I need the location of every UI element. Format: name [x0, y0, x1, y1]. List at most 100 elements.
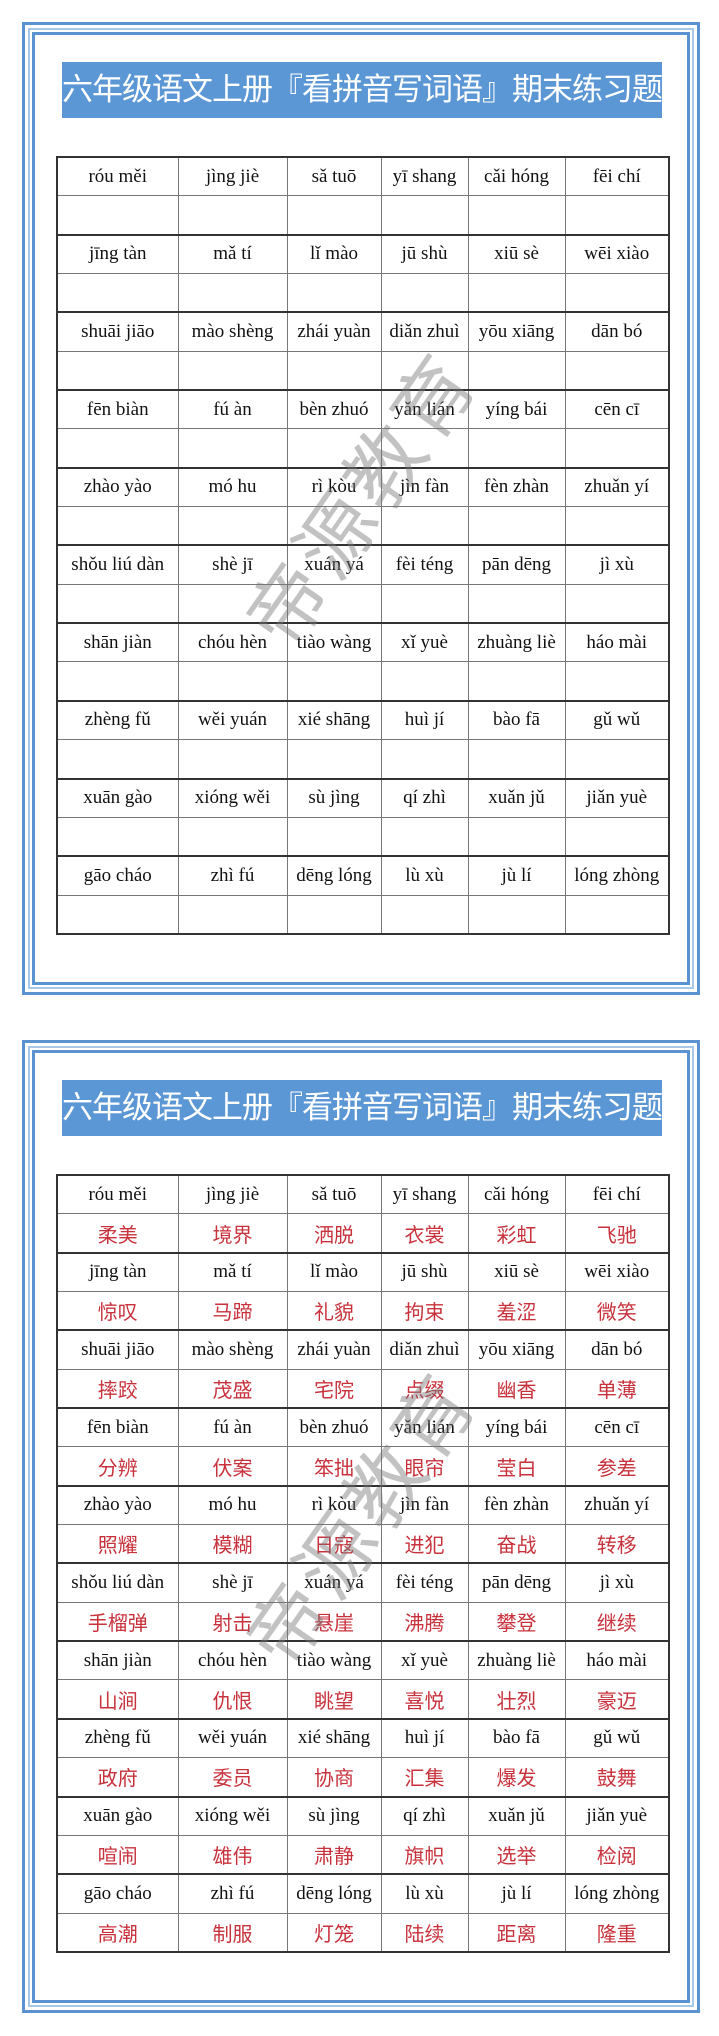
answer-row: 政府 委员 协商 汇集 爆发 鼓舞	[56, 1757, 670, 1797]
blank-answer-cell[interactable]	[286, 428, 382, 469]
pinyin-cell: háo mài	[564, 622, 670, 663]
blank-answer-cell[interactable]	[380, 506, 469, 546]
blank-answer-cell[interactable]	[467, 894, 566, 935]
blank-answer-cell[interactable]	[380, 739, 469, 779]
pinyin-cell: qí zhì	[380, 1795, 469, 1836]
blank-answer-cell[interactable]	[286, 661, 382, 702]
blank-answer-cell[interactable]	[56, 428, 179, 469]
blank-answer-cell[interactable]	[564, 195, 670, 236]
blank-answer-cell[interactable]	[56, 195, 179, 236]
blank-answer-cell[interactable]	[564, 894, 670, 935]
blank-answer-cell[interactable]	[177, 816, 288, 857]
blank-answer-cell[interactable]	[380, 350, 469, 391]
blank-answer-cell[interactable]	[286, 506, 382, 546]
pinyin-cell: dēng lóng	[286, 855, 382, 896]
answer-cell: 壮烈	[467, 1679, 566, 1720]
blank-answer-cell[interactable]	[56, 894, 179, 935]
blank-answer-cell[interactable]	[380, 583, 469, 624]
blank-answer-cell[interactable]	[380, 894, 469, 935]
answer-cell: 摔跤	[56, 1368, 179, 1409]
blank-answer-cell[interactable]	[380, 273, 469, 313]
blank-answer-cell[interactable]	[177, 428, 288, 469]
blank-answer-cell[interactable]	[286, 739, 382, 779]
pinyin-row: fēn biàn fú àn bèn zhuó yǎn lián yíng bái cēn…	[56, 389, 670, 430]
pinyin-cell: pān dēng	[467, 1562, 566, 1603]
blank-answer-cell[interactable]	[380, 816, 469, 857]
pinyin-cell: róu měi	[56, 1174, 179, 1215]
blank-answer-cell[interactable]	[467, 506, 566, 546]
answer-cell: 转移	[564, 1524, 670, 1564]
blank-answer-row	[56, 506, 670, 546]
blank-answer-cell[interactable]	[564, 583, 670, 624]
answer-cell: 境界	[177, 1213, 288, 1254]
pinyin-cell: bèn zhuó	[286, 1407, 382, 1448]
blank-answer-cell[interactable]	[467, 195, 566, 236]
pinyin-row: shān jiàn chóu hèn tiào wàng xǐ yuè zhuàng l…	[56, 622, 670, 663]
blank-answer-cell[interactable]	[564, 350, 670, 391]
blank-answer-cell[interactable]	[56, 273, 179, 313]
blank-answer-cell[interactable]	[286, 583, 382, 624]
answer-row: 柔美 境界 洒脱 衣裳 彩虹 飞驰	[56, 1213, 670, 1254]
pinyin-cell: xuǎn jǔ	[467, 777, 566, 818]
pinyin-cell: yī shang	[380, 156, 469, 197]
answer-row: 高潮 制服 灯笼 陆续 距离 隆重	[56, 1912, 670, 1953]
pinyin-cell: gǔ wǔ	[564, 1717, 670, 1759]
answer-cell: 山涧	[56, 1679, 179, 1720]
blank-answer-cell[interactable]	[564, 739, 670, 779]
pinyin-row: zhào yào mó hu rì kòu jìn fàn fèn zhàn zhuǎn …	[56, 1484, 670, 1526]
blank-answer-cell[interactable]	[564, 273, 670, 313]
answer-row: 惊叹 马蹄 礼貌 拘束 羞涩 微笑	[56, 1291, 670, 1331]
blank-answer-cell[interactable]	[56, 816, 179, 857]
blank-answer-cell[interactable]	[56, 661, 179, 702]
blank-answer-cell[interactable]	[286, 894, 382, 935]
blank-answer-cell[interactable]	[467, 273, 566, 313]
blank-answer-cell[interactable]	[56, 583, 179, 624]
blank-answer-cell[interactable]	[380, 428, 469, 469]
pinyin-cell: fēn biàn	[56, 1407, 179, 1448]
blank-answer-cell[interactable]	[380, 661, 469, 702]
blank-answer-cell[interactable]	[56, 350, 179, 391]
blank-answer-cell[interactable]	[177, 350, 288, 391]
blank-answer-row	[56, 350, 670, 391]
blank-answer-cell[interactable]	[564, 506, 670, 546]
answer-cell: 灯笼	[286, 1912, 382, 1953]
blank-answer-cell[interactable]	[380, 195, 469, 236]
blank-answer-cell[interactable]	[177, 195, 288, 236]
blank-answer-cell[interactable]	[177, 661, 288, 702]
blank-answer-cell[interactable]	[564, 428, 670, 469]
answer-cell: 莹白	[467, 1446, 566, 1487]
pinyin-cell: fēi chí	[564, 1174, 670, 1215]
blank-answer-cell[interactable]	[467, 661, 566, 702]
pinyin-cell: chóu hèn	[177, 622, 288, 663]
blank-answer-cell[interactable]	[286, 273, 382, 313]
blank-answer-cell[interactable]	[177, 506, 288, 546]
pinyin-row: zhào yào mó hu rì kòu jìn fàn fèn zhàn zhuǎn …	[56, 466, 670, 508]
answer-cell: 协商	[286, 1757, 382, 1797]
blank-answer-cell[interactable]	[177, 739, 288, 779]
blank-answer-cell[interactable]	[56, 506, 179, 546]
blank-answer-cell[interactable]	[467, 583, 566, 624]
blank-answer-cell[interactable]	[177, 273, 288, 313]
blank-answer-cell[interactable]	[177, 894, 288, 935]
blank-answer-cell[interactable]	[286, 816, 382, 857]
pinyin-row: shuāi jiāo mào shèng zhái yuàn diǎn zhuì yōu…	[56, 311, 670, 352]
blank-answer-row	[56, 195, 670, 236]
blank-answer-cell[interactable]	[467, 428, 566, 469]
blank-answer-cell[interactable]	[177, 583, 288, 624]
pinyin-cell: lǐ mào	[286, 233, 382, 275]
blank-answer-cell[interactable]	[286, 195, 382, 236]
pinyin-cell: cǎi hóng	[467, 156, 566, 197]
pinyin-cell: yōu xiāng	[467, 311, 566, 352]
blank-answer-cell[interactable]	[286, 350, 382, 391]
blank-answer-cell[interactable]	[564, 661, 670, 702]
blank-answer-cell[interactable]	[467, 816, 566, 857]
blank-answer-cell[interactable]	[56, 739, 179, 779]
answer-row: 喧闹 雄伟 肃静 旗帜 选举 检阅	[56, 1834, 670, 1875]
pinyin-cell: fú àn	[177, 1407, 288, 1448]
pinyin-cell: jù lí	[467, 855, 566, 896]
blank-answer-cell[interactable]	[467, 739, 566, 779]
pinyin-cell: shè jī	[177, 544, 288, 585]
blank-answer-cell[interactable]	[467, 350, 566, 391]
pinyin-cell: mó hu	[177, 466, 288, 508]
blank-answer-cell[interactable]	[564, 816, 670, 857]
